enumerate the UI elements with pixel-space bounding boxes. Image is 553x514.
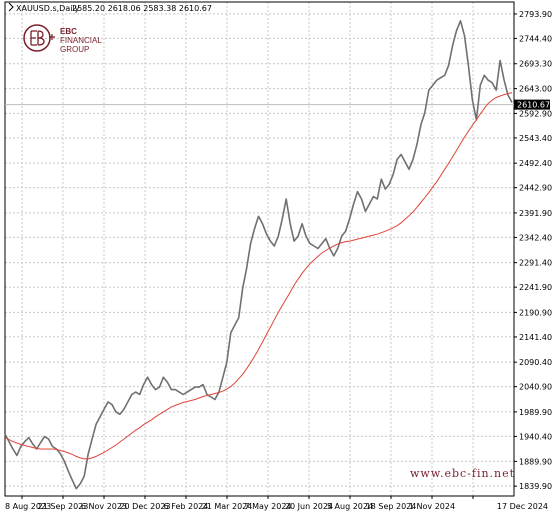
x-tick-label: 7 May 2024 — [244, 502, 291, 511]
y-tick-label: 2090.40 — [519, 358, 552, 367]
x-tick-label: 21 Mar 2024 — [202, 502, 253, 511]
x-tick-label: 8 Aug 2023 — [5, 502, 51, 511]
y-tick-label: 2744.40 — [519, 34, 552, 43]
x-tick-label: 5 Aug 2024 — [327, 502, 373, 511]
last-price-label: 2610.67 — [514, 99, 550, 110]
last-price-value: 2610.67 — [517, 101, 550, 110]
y-axis: 2793.90 2744.40 2693.30 2643.00 2592.90 2543.… — [514, 10, 552, 491]
x-tick-label: 6 Feb 2024 — [164, 502, 209, 511]
y-tick-label: 2693.30 — [519, 60, 552, 69]
y-tick-label: 1940.40 — [519, 432, 552, 441]
y-tick-label: 2442.90 — [519, 184, 552, 193]
x-tick-label: 18 Sep 2024 — [366, 502, 417, 511]
x-tick-label: 6 Nov 2023 — [81, 502, 127, 511]
y-tick-label: 2391.90 — [519, 209, 552, 218]
brand-line2: FINANCIAL — [60, 36, 102, 45]
y-tick-label: 2141.40 — [519, 333, 552, 342]
chevron-icon — [8, 2, 14, 12]
y-tick-label: 2342.40 — [519, 233, 552, 242]
x-tick-label: 17 Dec 2024 — [497, 502, 548, 511]
y-tick-label: 2543.40 — [519, 134, 552, 143]
logo-plus-icon — [49, 34, 55, 40]
header-symbol: XAUUSD.s,Daily — [16, 4, 80, 13]
ebc-logo: EBC FINANCIAL GROUP — [23, 24, 102, 54]
brand-line3: GROUP — [60, 45, 89, 54]
logo-mark-icon — [30, 30, 45, 46]
x-tick-label: 1 Nov 2024 — [409, 502, 455, 511]
watermark: www.ebc-fin.net — [410, 467, 515, 480]
y-tick-label: 2241.90 — [519, 283, 552, 292]
y-tick-label: 2190.90 — [519, 308, 552, 317]
price-series-line — [4, 19, 513, 490]
last-price-box — [514, 99, 550, 110]
y-tick-label: 1839.90 — [519, 482, 552, 491]
x-tick-label: 21 Sep 2023 — [38, 502, 89, 511]
moving-average-line — [4, 92, 513, 460]
x-tick-label: 20 Jun 2024 — [285, 502, 333, 511]
y-tick-label: 2291.40 — [519, 259, 552, 268]
header-ohlc: 2585.20 2618.06 2583.38 2610.67 — [72, 4, 212, 13]
y-tick-label: 2592.90 — [519, 109, 552, 118]
y-tick-label: 2793.90 — [519, 10, 552, 19]
plot-frame — [4, 1, 515, 497]
y-tick-label: 2040.90 — [519, 383, 552, 392]
y-tick-label: 1889.90 — [519, 457, 552, 466]
brand-line1: EBC — [60, 27, 77, 36]
y-tick-label: 1989.90 — [519, 408, 552, 417]
y-tick-label: 2643.00 — [519, 85, 552, 94]
x-tick-label: 20 Dec 2023 — [119, 502, 170, 511]
logo-circle-icon — [23, 24, 51, 52]
y-tick-label: 2492.40 — [519, 159, 552, 168]
